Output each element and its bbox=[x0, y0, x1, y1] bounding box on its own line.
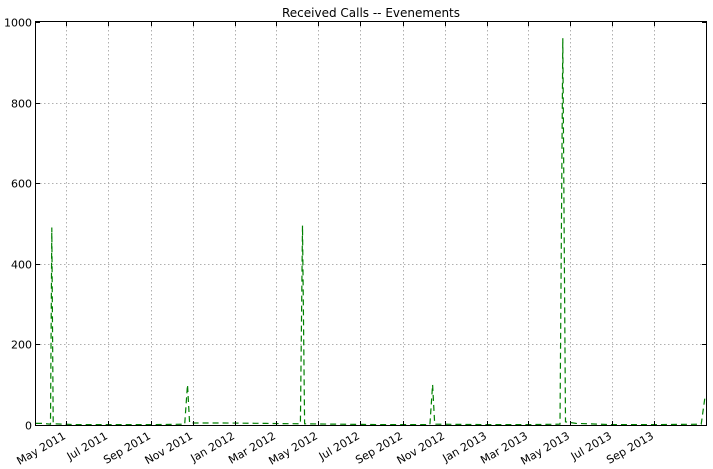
y-tick-label: 200 bbox=[11, 339, 32, 352]
plot-frame bbox=[35, 21, 707, 426]
y-tick-label: 400 bbox=[11, 259, 32, 272]
y-tick-label: 600 bbox=[11, 178, 32, 191]
x-tick-label: Nov 2012 bbox=[395, 429, 447, 467]
chart-title: Received Calls -- Evenements bbox=[282, 6, 460, 20]
x-tick-label: May 2011 bbox=[15, 429, 68, 467]
axis-ticks bbox=[36, 22, 706, 426]
y-tick-label: 800 bbox=[11, 98, 32, 111]
y-tick-label: 0 bbox=[25, 420, 32, 433]
series-line bbox=[36, 38, 706, 426]
series-layer bbox=[36, 38, 706, 426]
grid-lines bbox=[36, 22, 706, 425]
y-tick-labels: 0 200 400 600 800 1000 bbox=[4, 17, 32, 433]
y-tick-label: 1000 bbox=[4, 17, 32, 30]
x-tick-label: Nov 2011 bbox=[143, 429, 195, 467]
x-tick-label: Sep 2013 bbox=[604, 429, 656, 466]
